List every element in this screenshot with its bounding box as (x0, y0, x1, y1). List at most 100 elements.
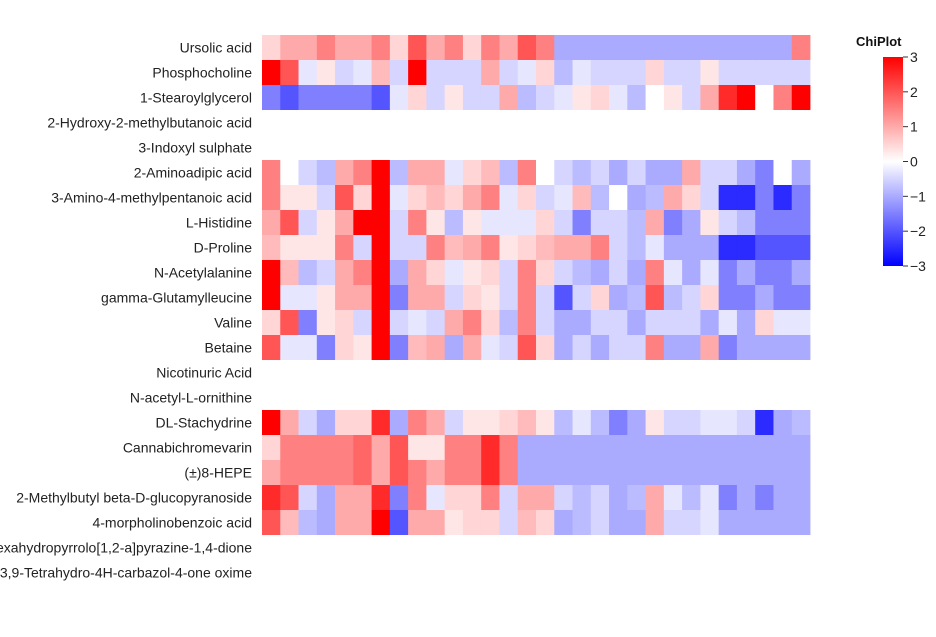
heatmap-cell (426, 335, 446, 361)
heatmap-cell (335, 185, 354, 211)
heatmap-cell (590, 210, 610, 236)
heatmap-cell (389, 385, 409, 411)
heatmap-cell (280, 310, 299, 336)
heatmap-cell (426, 310, 446, 336)
heatmap-cell (736, 310, 756, 336)
heatmap-cell (499, 510, 519, 536)
heatmap-cell (462, 235, 482, 261)
heatmap-cell (335, 460, 354, 486)
heatmap-cell (609, 560, 628, 586)
heatmap-cell (481, 285, 500, 311)
heatmap-cell (773, 385, 793, 411)
heatmap-cell (755, 60, 774, 86)
heatmap-cell (536, 385, 555, 411)
heatmap-cell (645, 460, 665, 486)
heatmap-cell (517, 385, 537, 411)
heatmap-cell (481, 485, 500, 511)
heatmap-cell (682, 535, 701, 561)
heatmap-cell (755, 310, 774, 336)
heatmap-cell (517, 360, 537, 386)
heatmap-cell (316, 160, 336, 186)
heatmap-cell (700, 60, 720, 86)
heatmap-cell (481, 535, 500, 561)
heatmap-cell (554, 210, 573, 236)
heatmap-cell (554, 135, 573, 161)
heatmap-cell (590, 185, 610, 211)
heatmap-cell (572, 185, 592, 211)
heatmap-cell (353, 110, 372, 136)
heatmap-cell (718, 485, 738, 511)
heatmap-cell (590, 335, 610, 361)
heatmap-cell (262, 485, 281, 511)
heatmap-cell (627, 85, 646, 111)
heatmap-cell (609, 510, 628, 536)
heatmap-cell (298, 260, 318, 286)
heatmap-cell (663, 385, 683, 411)
heatmap-cell (645, 385, 665, 411)
heatmap-cell (791, 235, 811, 261)
heatmap-cell (426, 110, 446, 136)
heatmap-cell (682, 110, 701, 136)
heatmap-cell (316, 60, 336, 86)
heatmap-cell (718, 360, 738, 386)
heatmap-cell (353, 460, 372, 486)
heatmap-cell (682, 210, 701, 236)
row-label: 2-Hydroxy-2-methylbutanoic acid (47, 115, 252, 131)
heatmap-cell (353, 385, 372, 411)
heatmap-cell (335, 385, 354, 411)
heatmap-cell (444, 460, 464, 486)
heatmap-cell (645, 185, 665, 211)
heatmap-cell (444, 510, 464, 536)
row-label: L-Histidine (186, 215, 252, 231)
heatmap-cell (572, 260, 592, 286)
heatmap-cell (499, 435, 519, 461)
heatmap-cell (517, 535, 537, 561)
heatmap-cell (298, 560, 318, 586)
heatmap-cell (554, 310, 573, 336)
heatmap-cell (481, 435, 500, 461)
heatmap-cell (554, 260, 573, 286)
heatmap-cell (554, 160, 573, 186)
heatmap-cell (682, 35, 701, 61)
heatmap-cell (389, 110, 409, 136)
heatmap-cell (627, 360, 646, 386)
heatmap-cell (682, 135, 701, 161)
heatmap-cell (791, 460, 811, 486)
heatmap-cell (462, 410, 482, 436)
heatmap-cell (590, 35, 610, 61)
heatmap-cell (462, 60, 482, 86)
heatmap-cell (536, 60, 555, 86)
heatmap-cell (389, 310, 409, 336)
heatmap-cell (554, 385, 573, 411)
heatmap-cell (536, 510, 555, 536)
heatmap-cell (262, 535, 281, 561)
heatmap-cell (335, 285, 354, 311)
heatmap-cell (791, 285, 811, 311)
heatmap-cell (335, 485, 354, 511)
heatmap-cell (517, 485, 537, 511)
heatmap-cell (627, 435, 646, 461)
heatmap-cell (682, 460, 701, 486)
heatmap-cell (335, 210, 354, 236)
heatmap-cell (262, 385, 281, 411)
heatmap-cell (517, 135, 537, 161)
legend-tick-label: 0 (910, 154, 918, 170)
heatmap-cell (371, 35, 391, 61)
row-label: D-Proline (194, 240, 253, 256)
heatmap-cell (700, 235, 720, 261)
heatmap-cell (718, 460, 738, 486)
heatmap-cell (316, 310, 336, 336)
heatmap-cell (590, 460, 610, 486)
heatmap-cell (408, 85, 427, 111)
heatmap-cell (426, 235, 446, 261)
heatmap-cell (353, 410, 372, 436)
heatmap-cell (389, 260, 409, 286)
heatmap-cell (609, 410, 628, 436)
heatmap-cell (262, 285, 281, 311)
heatmap-cell (554, 235, 573, 261)
heatmap-cell (499, 185, 519, 211)
heatmap-cell (536, 485, 555, 511)
heatmap-cell (316, 210, 336, 236)
heatmap-cell (736, 385, 756, 411)
heatmap-cell (554, 35, 573, 61)
